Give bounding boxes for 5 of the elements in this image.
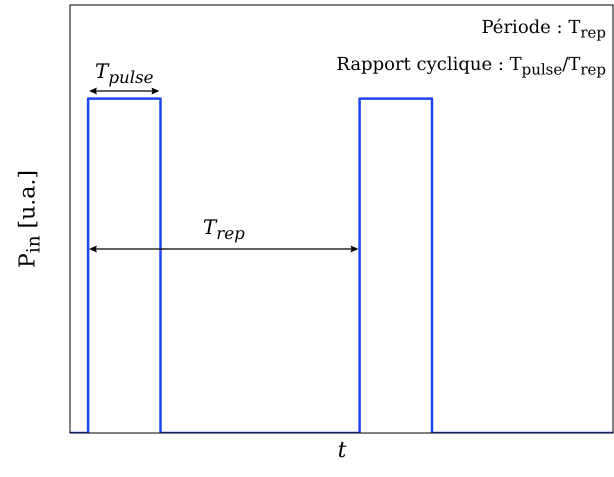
annotation: T$_{rep}$ (202, 215, 246, 244)
text: Période : T$_{rep}$ (480, 16, 606, 44)
text: Rapport cyclique : T$_{pulse}$/T$_{rep}$ (336, 52, 606, 80)
text: T$_{pulse}$ (94, 58, 155, 87)
x-axis-title: t (336, 438, 348, 463)
